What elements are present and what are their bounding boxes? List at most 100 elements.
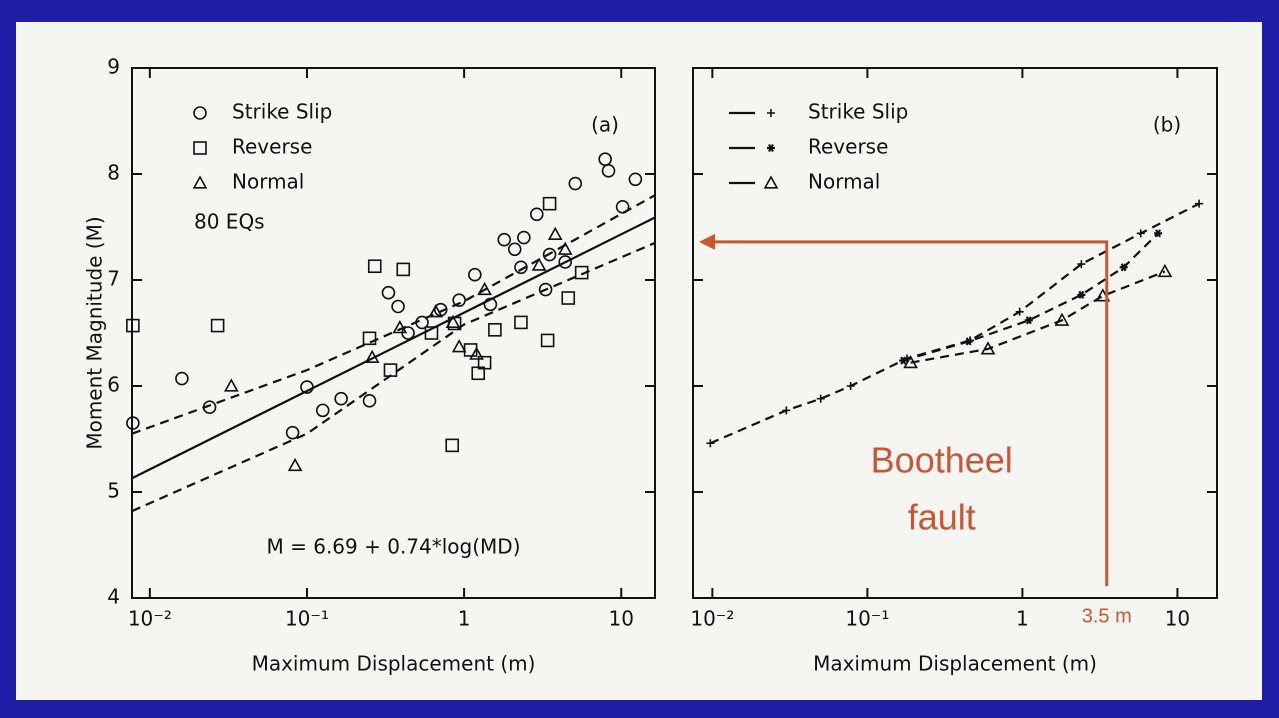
marker-shape [767, 109, 775, 117]
data-point [445, 314, 461, 328]
data-point [517, 230, 531, 245]
marker-shape [488, 323, 502, 337]
x-axis-label: Maximum Displacement (m) [813, 652, 1097, 676]
annotation-text: fault [908, 497, 976, 538]
data-point [468, 267, 482, 282]
data-point [396, 262, 411, 277]
x-tick-label: 1 [458, 607, 471, 631]
legend-label: Strike Slip [808, 100, 908, 124]
marker-shape [542, 196, 557, 211]
data-point [381, 285, 396, 300]
data-point [903, 355, 918, 369]
legend-label: Reverse [232, 135, 312, 159]
data-point [1119, 263, 1128, 272]
y-tick-label: 9 [107, 55, 120, 79]
marker-shape [445, 438, 460, 453]
marker-shape [451, 339, 467, 353]
data-point [1015, 307, 1024, 316]
marker-shape [396, 262, 411, 277]
annotation-arrow-shaft [711, 240, 1109, 586]
data-point [210, 318, 225, 333]
marker-shape [763, 175, 779, 189]
data-point [126, 318, 140, 333]
data-point [315, 403, 330, 418]
marker-shape [445, 314, 461, 328]
data-point [542, 196, 557, 211]
data-point [507, 242, 522, 257]
data-point [561, 291, 576, 305]
marker-shape [315, 403, 330, 418]
marker-shape [615, 200, 630, 214]
marker-shape [1195, 199, 1204, 208]
data-point [1077, 260, 1086, 269]
x-tick-label: 10⁻² [690, 607, 734, 631]
legend-marker [193, 141, 207, 155]
data-point [1077, 290, 1086, 299]
marker-shape [126, 318, 140, 333]
marker-shape [706, 439, 715, 448]
x-tick-label: 10⁻¹ [285, 607, 329, 631]
data-point [706, 439, 715, 448]
marker-shape [1015, 307, 1024, 316]
marker-shape [601, 164, 616, 178]
data-point [538, 282, 553, 297]
data-point [477, 281, 492, 296]
data-point [488, 323, 502, 337]
y-axis-label: Moment Magnitude (M) [83, 216, 107, 449]
data-point [1154, 229, 1163, 238]
data-point [558, 255, 573, 269]
legend-label: Strike Slip [232, 100, 332, 124]
marker-shape [334, 391, 348, 406]
plot-frame [692, 67, 1218, 599]
marker-shape [558, 255, 573, 269]
x-axis-label: Maximum Displacement (m) [252, 652, 536, 676]
marker-shape [223, 378, 239, 392]
data-point [540, 333, 555, 348]
marker-shape [497, 232, 512, 247]
data-point [1195, 199, 1204, 208]
annotation-arrowhead [699, 233, 715, 250]
marker-shape [514, 260, 528, 275]
data-point [362, 394, 377, 408]
marker-shape [899, 356, 908, 365]
data-point [469, 346, 484, 360]
marker-shape [1077, 290, 1086, 299]
data-point [782, 406, 791, 415]
panel-label: (b) [1153, 113, 1181, 137]
marker-shape [126, 416, 140, 430]
data-point [846, 382, 855, 390]
data-point [1157, 263, 1173, 278]
marker-shape [557, 241, 573, 255]
legend-marker [767, 109, 775, 117]
annotation-text: Bootheel [871, 440, 1013, 481]
data-point [980, 341, 996, 355]
marker-shape [846, 382, 855, 390]
y-tick-label: 8 [107, 161, 120, 185]
plot-frame [131, 67, 656, 599]
marker-shape [531, 257, 547, 271]
marker-shape [782, 406, 791, 415]
marker-shape [568, 176, 583, 191]
marker-shape [529, 207, 544, 222]
marker-shape [362, 394, 377, 408]
marker-shape [538, 282, 553, 297]
marker-shape [468, 267, 482, 282]
data-point [529, 207, 544, 222]
legend-marker [763, 175, 779, 189]
series-line [902, 232, 1159, 362]
marker-shape [362, 331, 377, 346]
annotation-label: 3.5 m [1082, 605, 1132, 627]
marker-shape [767, 143, 775, 153]
x-tick-label: 10 [1165, 607, 1190, 631]
series-line [131, 216, 656, 480]
data-point [451, 339, 467, 353]
marker-shape [1119, 263, 1128, 272]
data-point [899, 356, 908, 365]
y-tick-label: 7 [107, 267, 120, 291]
data-point [568, 176, 583, 191]
legend-label: Normal [808, 170, 880, 194]
data-point [542, 247, 557, 262]
marker-shape [381, 285, 396, 300]
y-tick-label: 6 [107, 373, 120, 397]
marker-shape [507, 242, 522, 257]
